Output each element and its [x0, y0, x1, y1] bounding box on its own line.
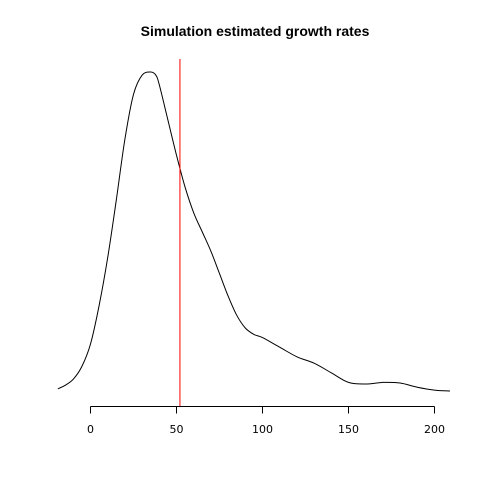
x-axis: 0 50 100 150 200 — [87, 406, 445, 436]
x-tick-label: 150 — [338, 423, 359, 436]
density-curve-0 — [57, 71, 451, 392]
plot-area — [57, 59, 451, 406]
x-tick-label: 100 — [252, 423, 273, 436]
x-tick-label: 50 — [170, 423, 184, 436]
chart-title: Simulation estimated growth rates — [141, 23, 370, 39]
x-tick-label: 200 — [424, 423, 445, 436]
x-tick-label: 0 — [87, 423, 94, 436]
